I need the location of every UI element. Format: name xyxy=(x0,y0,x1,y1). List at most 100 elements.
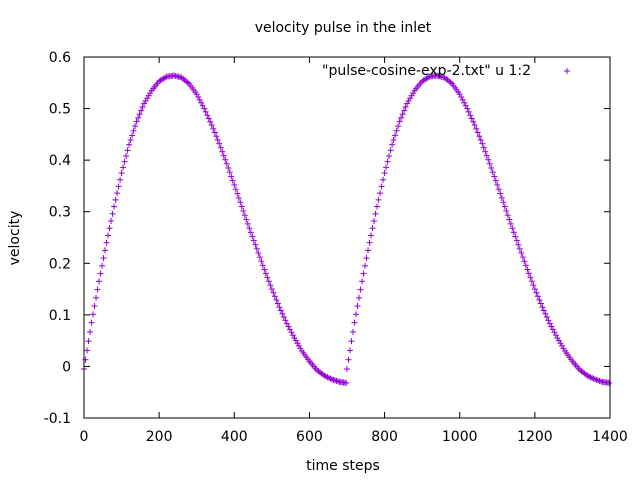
data-point xyxy=(126,141,133,148)
data-point-interp xyxy=(108,217,115,224)
data-point xyxy=(494,181,501,188)
data-point-interp xyxy=(207,118,214,125)
data-point-interp xyxy=(87,328,94,335)
data-point xyxy=(208,122,215,129)
x-tick-label: 1000 xyxy=(442,429,478,445)
data-point-interp xyxy=(267,282,274,289)
data-point-interp xyxy=(597,378,604,385)
data-point-interp xyxy=(99,262,106,269)
data-point-interp xyxy=(136,111,143,118)
data-point-interp xyxy=(130,127,137,134)
data-point xyxy=(118,170,125,177)
data-point-interp xyxy=(213,133,220,140)
data-point-interp xyxy=(353,311,360,318)
data-point-interp xyxy=(199,102,206,109)
data-point xyxy=(479,140,486,147)
data-point-interp xyxy=(387,147,394,154)
data-point-interp xyxy=(467,112,474,119)
data-point-interp xyxy=(228,173,235,180)
data-point-interp xyxy=(85,338,92,345)
data-point xyxy=(96,278,103,285)
data-point-interp xyxy=(552,332,559,339)
data-point-interp xyxy=(109,210,116,217)
data-point-interp xyxy=(567,356,574,363)
data-point-interp xyxy=(249,233,256,240)
data-point-interp xyxy=(217,144,224,151)
data-point-interp xyxy=(402,104,409,111)
data-point-interp xyxy=(312,365,319,372)
data-point xyxy=(111,203,118,210)
y-tick-label: 0.6 xyxy=(49,50,71,66)
data-point-interp xyxy=(417,80,424,87)
data-point-interp xyxy=(226,169,233,176)
data-point-interp xyxy=(354,303,361,310)
data-point-interp xyxy=(297,345,304,352)
legend-plus xyxy=(564,68,570,74)
data-point xyxy=(389,141,396,148)
data-point-interp xyxy=(398,114,405,121)
data-point-interp xyxy=(91,303,98,310)
data-point-interp xyxy=(371,217,378,224)
data-point-interp xyxy=(468,115,475,122)
data-point-interp xyxy=(455,89,462,96)
data-point-interp xyxy=(97,270,104,277)
data-point-interp xyxy=(184,79,191,86)
data-point-interp xyxy=(375,196,382,203)
data-point-interp xyxy=(518,249,525,256)
chart-title: velocity pulse in the inlet xyxy=(255,20,432,36)
data-point-interp xyxy=(425,74,432,81)
data-point-interp xyxy=(357,286,364,293)
data-point-interp xyxy=(485,156,492,163)
data-point-interp xyxy=(386,153,393,160)
data-point-interp xyxy=(498,194,505,201)
data-point-interp xyxy=(462,102,469,109)
x-tick-label: 1200 xyxy=(517,429,553,445)
data-point-interp xyxy=(470,118,477,125)
data-point xyxy=(261,266,268,273)
data-point-interp xyxy=(120,164,127,171)
data-point xyxy=(381,170,388,177)
data-point-interp xyxy=(525,270,532,277)
data-point-interp xyxy=(258,258,265,265)
data-point-interp xyxy=(270,289,277,296)
data-point-interp xyxy=(350,328,357,335)
data-point-interp xyxy=(341,379,348,386)
data-point-interp xyxy=(500,199,507,206)
data-point-interp xyxy=(237,199,244,206)
data-point xyxy=(524,266,531,273)
data-point xyxy=(133,118,140,125)
data-point-interp xyxy=(244,220,251,227)
legend-marker-plus-icon xyxy=(564,68,570,74)
data-point xyxy=(396,118,403,125)
data-point-interp xyxy=(256,254,263,261)
data-point-interp xyxy=(100,255,107,262)
data-point-interp xyxy=(440,74,447,81)
x-tick-label: 400 xyxy=(221,429,248,445)
data-point-interp xyxy=(121,158,128,165)
data-point xyxy=(238,203,245,210)
data-point xyxy=(216,140,223,147)
data-point-interp xyxy=(489,169,496,176)
data-point-interp xyxy=(334,378,341,385)
data-point-interp xyxy=(147,90,154,97)
data-point-interp xyxy=(480,144,487,151)
data-point-interp xyxy=(380,176,387,183)
data-point-interp xyxy=(474,129,481,136)
data-point-interp xyxy=(504,212,511,219)
y-tick-label: 0.3 xyxy=(49,205,71,221)
y-tick-label: 0.4 xyxy=(49,153,71,169)
data-point-interp xyxy=(503,207,510,214)
data-point-interp xyxy=(510,229,517,236)
legend: "pulse-cosine-exp-2.txt" u 1:2 xyxy=(322,63,570,79)
data-point xyxy=(471,122,478,129)
data-point-interp xyxy=(473,125,480,132)
data-point-interp xyxy=(497,190,504,197)
data-point xyxy=(268,286,275,293)
data-point-interp xyxy=(262,270,269,277)
data-point-interp xyxy=(132,123,139,130)
x-tick-label: 1400 xyxy=(592,429,628,445)
data-point-interp xyxy=(368,232,375,239)
